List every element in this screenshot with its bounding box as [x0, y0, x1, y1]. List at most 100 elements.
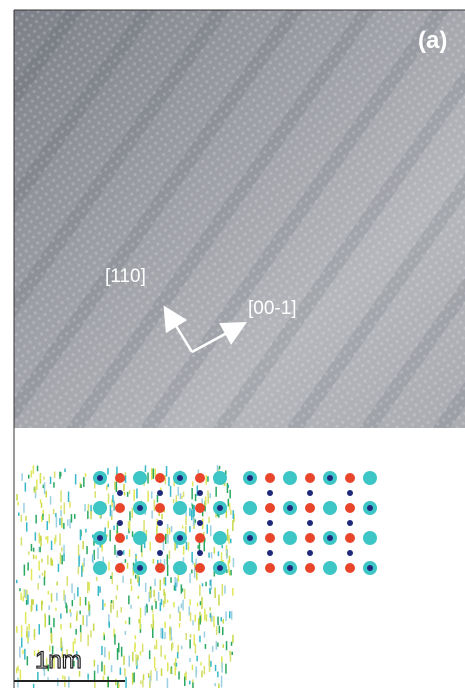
noise-dash	[226, 550, 228, 559]
noise-dash	[110, 602, 112, 613]
noise-dash	[162, 628, 164, 639]
atom-oxygen	[265, 533, 275, 543]
atom-oxygen	[195, 533, 205, 543]
noise-dash	[80, 625, 82, 633]
noise-dash	[47, 521, 49, 530]
noise-dash	[185, 516, 187, 525]
noise-dash	[64, 595, 66, 604]
noise-dash	[127, 492, 128, 497]
atom-oxygen	[195, 473, 205, 483]
noise-dash	[189, 508, 191, 516]
noise-dash	[64, 503, 66, 515]
noise-dash	[183, 546, 185, 555]
noise-dash	[228, 535, 230, 544]
noise-dash	[230, 570, 232, 576]
atom-oxygen	[155, 563, 165, 573]
noise-dash	[158, 592, 160, 601]
noise-dash	[230, 539, 232, 544]
noise-dash	[230, 510, 232, 515]
atom-oxygen	[115, 503, 125, 513]
noise-dash	[170, 486, 172, 497]
noise-dash	[60, 624, 62, 630]
atom-small	[117, 520, 123, 526]
noise-dash	[34, 486, 36, 493]
atom-oxygen	[305, 563, 315, 573]
noise-dash	[104, 647, 106, 657]
atom-small	[307, 490, 313, 496]
noise-dash	[112, 572, 114, 584]
noise-dash	[222, 545, 224, 548]
noise-dash	[135, 654, 137, 665]
noise-dash	[189, 573, 191, 583]
noise-dash	[151, 468, 153, 480]
noise-dash	[27, 637, 29, 642]
noise-dash	[206, 614, 208, 622]
noise-dash	[111, 665, 113, 672]
atom-cation	[243, 561, 257, 575]
noise-dash	[109, 622, 111, 628]
atom-oxygen	[115, 563, 125, 573]
noise-dash	[42, 601, 44, 605]
noise-dash	[227, 483, 229, 493]
noise-dash	[19, 588, 21, 591]
noise-dash	[20, 593, 22, 600]
noise-dash	[71, 583, 73, 593]
noise-dash	[132, 531, 134, 537]
atom-center	[137, 505, 143, 511]
noise-dash	[60, 506, 62, 509]
noise-dash	[86, 546, 88, 554]
noise-dash	[114, 545, 116, 555]
noise-dash	[218, 551, 220, 556]
noise-dash	[21, 625, 23, 637]
atom-small	[307, 520, 313, 526]
noise-dash	[109, 530, 111, 541]
noise-dash	[39, 575, 41, 578]
noise-dash	[17, 678, 19, 688]
noise-dash	[225, 664, 227, 674]
noise-dash	[177, 652, 179, 658]
noise-dash	[33, 684, 35, 688]
noise-dash	[117, 585, 119, 591]
noise-dash	[150, 589, 152, 598]
noise-dash	[160, 559, 162, 563]
atom-small	[347, 490, 353, 496]
atom-cation	[323, 501, 337, 515]
noise-dash	[140, 681, 142, 685]
noise-dash	[121, 607, 123, 612]
noise-dash	[136, 489, 138, 499]
noise-dash	[224, 586, 226, 594]
noise-dash	[43, 477, 45, 480]
noise-dash	[191, 552, 193, 562]
noise-dash	[31, 569, 33, 581]
noise-dash	[148, 673, 150, 678]
noise-dash	[153, 590, 155, 597]
noise-dash	[189, 639, 191, 648]
noise-dash	[153, 469, 155, 479]
atom-oxygen	[345, 563, 355, 573]
noise-dash	[28, 475, 30, 479]
noise-dash	[214, 683, 216, 686]
noise-dash	[116, 482, 118, 492]
noise-dash	[207, 491, 209, 497]
noise-dash	[40, 475, 42, 480]
noise-dash	[176, 578, 178, 587]
noise-dash	[210, 661, 212, 667]
noise-dash	[70, 623, 72, 629]
noise-dash	[212, 646, 214, 652]
noise-dash	[197, 603, 199, 607]
noise-dash	[45, 616, 47, 627]
direction-label: [00-1]	[248, 298, 297, 319]
noise-dash	[34, 629, 36, 637]
noise-dash	[129, 490, 131, 494]
noise-dash	[44, 482, 46, 494]
noise-dash	[233, 558, 235, 567]
noise-dash	[71, 514, 73, 523]
noise-dash	[113, 600, 115, 609]
noise-dash	[207, 476, 209, 481]
noise-dash	[209, 655, 211, 667]
noise-dash	[172, 642, 174, 648]
noise-dash	[77, 587, 79, 596]
noise-dash	[80, 484, 82, 488]
noise-dash	[204, 666, 206, 674]
noise-dash	[167, 524, 169, 529]
